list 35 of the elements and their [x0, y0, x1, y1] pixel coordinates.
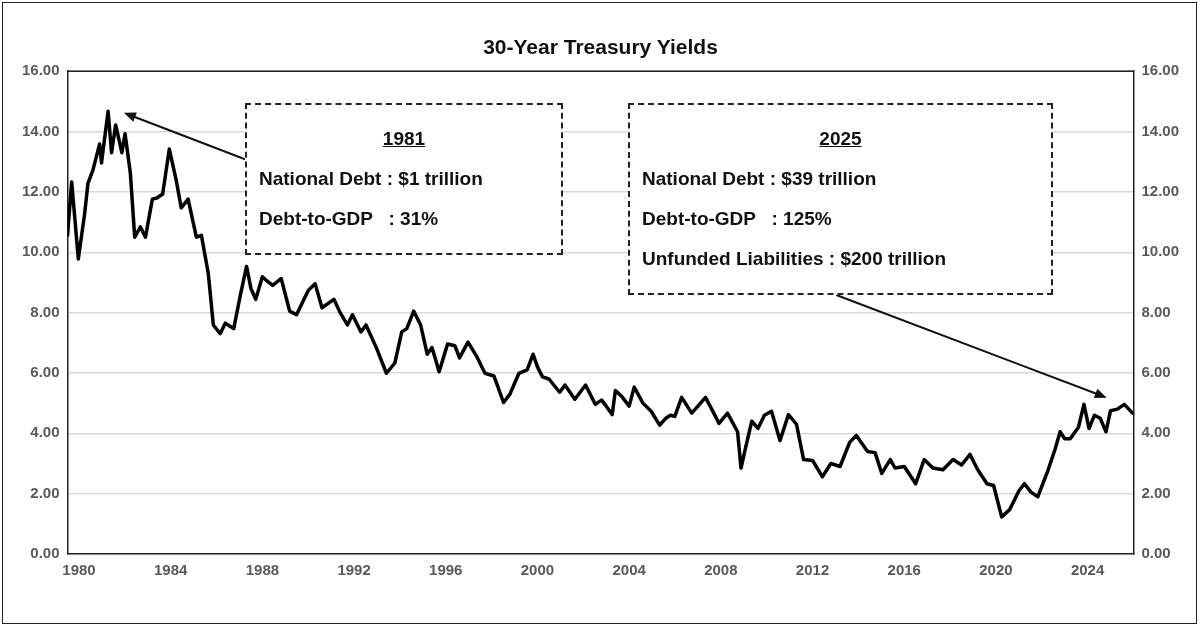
y-tick-label: 8.00: [30, 302, 60, 320]
y-tick-label: 4.00: [30, 423, 60, 441]
chart-title: 30-Year Treasury Yields: [483, 35, 718, 59]
y-tick-label: 14.00: [21, 121, 60, 139]
y2-tick-label: 4.00: [1141, 423, 1171, 441]
annotation: 2025 National Debt : $39 trillion Debt-to-GDP : 125% Unfunded Liabilities : $200 trillion: [642, 127, 948, 271]
y-tick-label: 12.00: [21, 182, 60, 200]
y2-tick-label: 6.00: [1141, 363, 1171, 381]
x-tick-label: 1992: [337, 561, 371, 579]
y2-tick-label: 12.00: [1141, 182, 1180, 200]
x-tick-label: 2000: [520, 561, 555, 579]
x-tick-label: 2012: [795, 561, 830, 579]
x-tick-label: 1984: [154, 561, 189, 579]
x-tick-label: 2024: [1070, 561, 1105, 579]
x-tick-label: 2016: [887, 561, 921, 579]
dashed-callout: 2025 National Debt : $39 trillion Debt-to-GDP : 125% Unfunded Liabilities : $200 trillion: [628, 103, 1053, 295]
x-tick-label: 2020: [979, 561, 1013, 579]
x-tick-label: 2008: [704, 561, 738, 579]
y2-tick-label: 0.00: [1141, 544, 1171, 562]
x-tick-label: 1996: [429, 561, 463, 579]
y2-tick-label: 16.00: [1141, 61, 1180, 79]
y2-tick-label: 14.00: [1141, 121, 1180, 139]
y-tick-label: 6.00: [30, 363, 60, 381]
y2-tick-label: 10.00: [1141, 242, 1180, 260]
y2-tick-label: 2.00: [1141, 483, 1171, 501]
y-tick-label: 0.00: [30, 544, 60, 562]
x-tick-label: 1988: [245, 561, 280, 579]
y2-tick-label: 8.00: [1141, 302, 1171, 320]
annotation: 1981 National Debt : $1 trillion Debt-to-GDP : 31%: [259, 127, 484, 231]
y-tick-label: 2.00: [30, 483, 60, 501]
x-tick-label: 1980: [62, 561, 96, 579]
y-tick-label: 16.00: [21, 61, 60, 79]
dashed-callout: 1981 National Debt : $1 trillion Debt-to-GDP : 31%: [245, 103, 563, 255]
x-tick-label: 2004: [612, 561, 647, 579]
y-tick-label: 10.00: [21, 242, 60, 260]
